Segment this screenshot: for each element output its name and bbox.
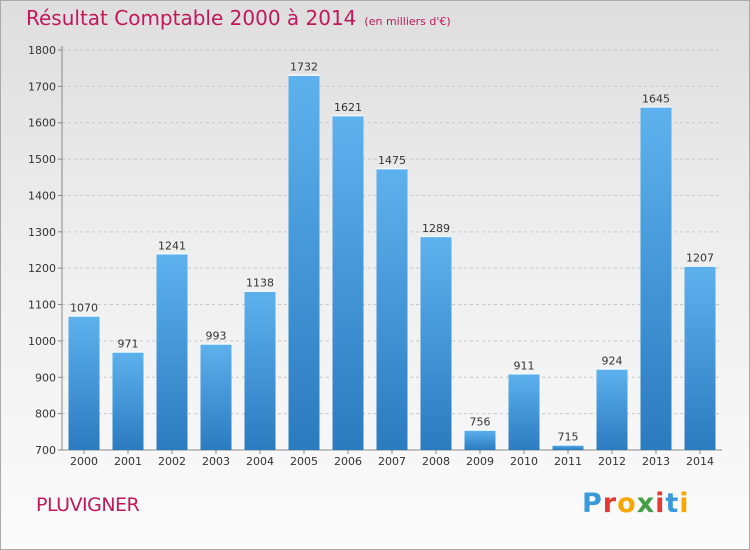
data-label: 1241 <box>158 239 186 252</box>
data-label: 756 <box>470 416 491 429</box>
logo-letter: i <box>679 488 690 519</box>
logo-letter: x <box>636 488 656 519</box>
labels: 700 800 900 1000 1100 1200 1300 1400 1500 1600 170… <box>28 44 714 468</box>
bar <box>420 235 452 450</box>
bar <box>68 315 100 450</box>
bar <box>244 290 276 450</box>
bar <box>552 444 584 450</box>
bar <box>112 351 144 450</box>
x-tick-label: 2001 <box>114 455 142 468</box>
bar <box>596 368 628 450</box>
bar <box>288 74 320 451</box>
data-label: 911 <box>514 359 535 372</box>
data-label: 1070 <box>70 301 98 314</box>
data-label: 1138 <box>246 277 274 290</box>
x-tick-label: 2013 <box>642 455 670 468</box>
proxiti-logo[interactable]: Proxiti <box>582 488 690 519</box>
bar <box>640 106 672 450</box>
y-tick-label: 1200 <box>28 262 56 275</box>
data-label: 1289 <box>422 222 450 235</box>
data-label: 1645 <box>642 92 670 105</box>
logo-letter: o <box>617 488 637 519</box>
bar <box>200 343 232 450</box>
data-label: 1732 <box>290 61 318 74</box>
chart-title: Résultat Comptable 2000 à 2014 (en millie… <box>26 6 451 30</box>
y-tick-label: 1800 <box>28 44 56 57</box>
x-tick-label: 2011 <box>554 455 582 468</box>
y-tick-label: 700 <box>35 444 56 457</box>
y-tick-label: 1300 <box>28 226 56 239</box>
bar <box>376 168 408 450</box>
bar <box>684 265 716 450</box>
bar <box>156 253 188 450</box>
logo-letter: P <box>582 488 603 519</box>
y-tick-label: 1000 <box>28 335 56 348</box>
y-tick-label: 1600 <box>28 117 56 130</box>
x-tick-label: 2005 <box>290 455 318 468</box>
data-label: 1207 <box>686 252 714 265</box>
bar <box>332 115 364 450</box>
x-tick-label: 2000 <box>70 455 98 468</box>
x-tick-label: 2012 <box>598 455 626 468</box>
chart-title-text: Résultat Comptable 2000 à 2014 <box>26 6 357 30</box>
data-label: 715 <box>558 431 579 444</box>
logo-letter: r <box>602 488 618 519</box>
data-label: 971 <box>118 337 139 350</box>
chart-subtitle: (en milliers d'€) <box>364 15 451 28</box>
x-tick-label: 2007 <box>378 455 406 468</box>
commune-name: PLUVIGNER <box>36 494 140 516</box>
y-tick-label: 1400 <box>28 189 56 202</box>
x-tick-label: 2010 <box>510 455 538 468</box>
bars <box>68 74 716 451</box>
y-tick-label: 900 <box>35 371 56 384</box>
y-tick-label: 1100 <box>28 299 56 312</box>
y-tick-label: 800 <box>35 408 56 421</box>
y-tick-label: 1700 <box>28 80 56 93</box>
data-label: 1475 <box>378 154 406 167</box>
x-tick-label: 2004 <box>246 455 274 468</box>
logo-letter: i <box>655 488 666 519</box>
logo-letter: t <box>665 488 680 519</box>
x-tick-label: 2002 <box>158 455 186 468</box>
data-label: 924 <box>602 355 623 368</box>
x-tick-label: 2006 <box>334 455 362 468</box>
x-tick-label: 2003 <box>202 455 230 468</box>
bar <box>508 373 540 450</box>
data-label: 1621 <box>334 101 362 114</box>
y-tick-label: 1500 <box>28 153 56 166</box>
x-tick-label: 2009 <box>466 455 494 468</box>
x-tick-label: 2008 <box>422 455 450 468</box>
bar <box>464 429 496 450</box>
data-label: 993 <box>206 329 227 342</box>
x-tick-label: 2014 <box>686 455 714 468</box>
